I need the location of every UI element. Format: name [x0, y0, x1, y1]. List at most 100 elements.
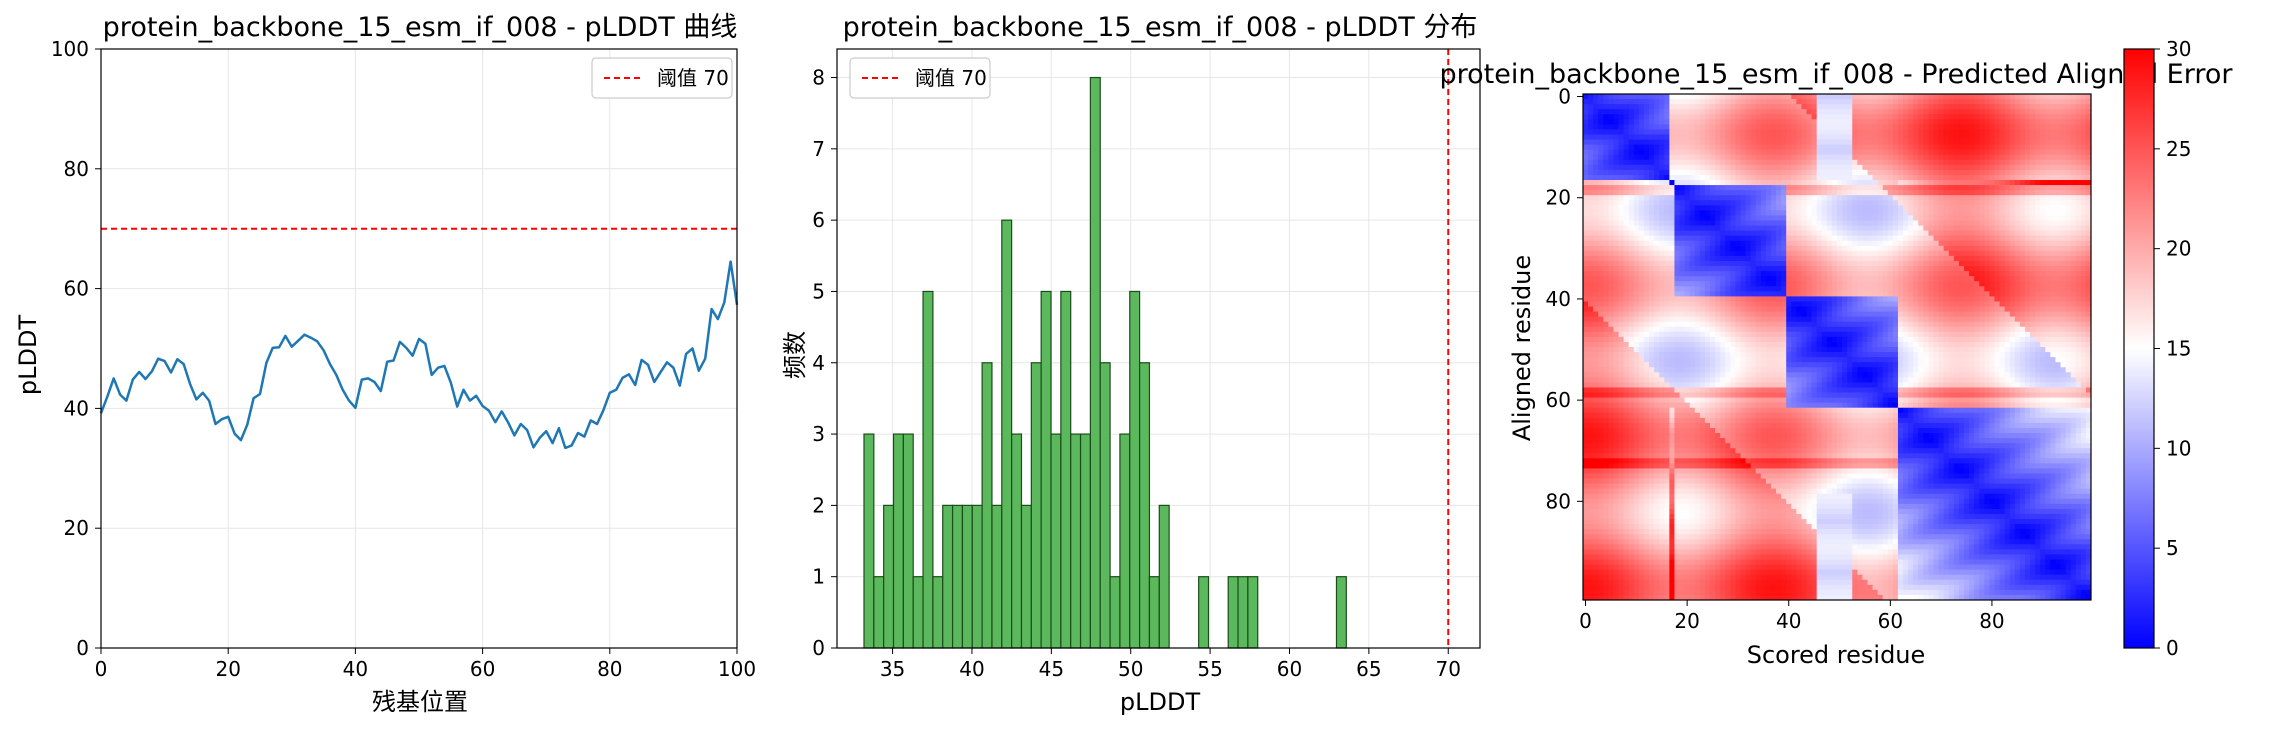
heatmap-cell	[1994, 311, 2000, 318]
heatmap-cell	[1857, 266, 1863, 272]
heatmap-cell	[1765, 205, 1772, 211]
heatmap-cell	[1786, 286, 1792, 292]
heatmap-cell	[1659, 200, 1665, 206]
heatmap-cell	[1938, 260, 1945, 267]
heatmap-cell	[1928, 235, 1934, 242]
heatmap-cell	[1679, 94, 1685, 100]
heatmap-cell	[2035, 255, 2041, 262]
heatmap-cell	[1989, 190, 1995, 196]
heatmap-cell	[1725, 321, 1731, 328]
heatmap-cell	[1847, 316, 1853, 323]
heatmap-cell	[1638, 164, 1645, 171]
heatmap-cell	[1897, 185, 1904, 191]
heatmap-cell	[1725, 215, 1731, 221]
heatmap-cell	[2065, 114, 2072, 120]
heatmap-cell	[1583, 99, 1589, 105]
heatmap-cell	[1862, 230, 1868, 237]
heatmap-cell	[1689, 331, 1696, 338]
heatmap-cell	[2024, 306, 2031, 312]
heatmap-cell	[1750, 159, 1757, 166]
heatmap-cell	[1908, 301, 1914, 307]
heatmap-cell	[1857, 144, 1863, 151]
heatmap-cell	[1913, 190, 1919, 196]
heatmap-cell	[1643, 281, 1650, 287]
histogram-axes-box	[836, 48, 1481, 649]
heatmap-cell	[1913, 104, 1919, 110]
heatmap-cell	[1908, 94, 1914, 100]
heatmap-cell	[2035, 134, 2041, 140]
heatmap-cell	[2060, 144, 2066, 151]
heatmap-cell	[1659, 174, 1665, 181]
heatmap-cell	[1781, 104, 1787, 110]
heatmap-cell	[1953, 129, 1960, 135]
heatmap-cell	[1806, 220, 1812, 226]
heatmap-cell	[1649, 230, 1655, 237]
heatmap-cell	[1903, 109, 1909, 115]
heatmap-cell	[1964, 94, 1970, 100]
heatmap-cell	[1837, 276, 1843, 282]
heatmap-cell	[1710, 240, 1716, 247]
heatmap-cell	[1923, 230, 1929, 237]
heatmap-cell	[1862, 114, 1868, 120]
heatmap-cell	[1765, 185, 1772, 191]
heatmap-cell	[1674, 281, 1680, 287]
heatmap-cell	[1882, 240, 1889, 247]
heatmap-cell	[1979, 225, 1985, 232]
heatmap-cell	[1969, 235, 1975, 242]
heatmap-cell	[1745, 220, 1752, 226]
heatmap-cell	[2030, 306, 2036, 312]
heatmap-cell	[1847, 210, 1853, 216]
heatmap-cell	[2050, 245, 2056, 252]
heatmap-cell	[1613, 195, 1619, 201]
heatmap-cell	[1593, 245, 1599, 252]
heatmap-cell	[1755, 245, 1762, 252]
heatmap-cell	[1623, 306, 1630, 312]
heatmap-cell	[1618, 331, 1625, 338]
heatmap-cell	[1826, 250, 1833, 257]
heatmap-cell	[1933, 276, 1939, 282]
heatmap-cell	[1953, 286, 1960, 292]
heatmap-cell	[1669, 124, 1675, 130]
heatmap-cell	[1953, 134, 1960, 140]
heatmap-cell	[1892, 174, 1899, 181]
heatmap-cell	[1892, 220, 1899, 226]
heatmap-cell	[1908, 144, 1914, 151]
heatmap-cell	[1872, 190, 1879, 196]
heatmap-cell	[1862, 144, 1868, 151]
heatmap-cell	[1903, 250, 1909, 257]
heatmap-cell	[1852, 99, 1858, 105]
heatmap-cell	[1969, 291, 1975, 297]
heatmap-cell	[1643, 235, 1650, 242]
heatmap-cell	[1628, 235, 1635, 242]
heatmap-cell	[1872, 286, 1879, 292]
heatmap-cell	[2060, 205, 2066, 211]
heatmap-cell	[1649, 220, 1655, 226]
heatmap-cell	[1725, 114, 1731, 120]
heatmap-cell	[1654, 94, 1660, 100]
heatmap-cell	[1887, 220, 1894, 226]
heatmap-cell	[1618, 109, 1625, 115]
heatmap-cell	[1918, 134, 1924, 140]
heatmap-cell	[1837, 180, 1843, 186]
heatmap-cell	[1725, 271, 1731, 277]
heatmap-cell	[1994, 276, 2000, 282]
heatmap-cell	[1999, 326, 2006, 333]
heatmap-cell	[1664, 159, 1670, 166]
heatmap-cell	[1948, 124, 1955, 130]
heatmap-cell	[2004, 119, 2011, 125]
heatmap-cell	[1720, 124, 1726, 130]
heatmap-cell	[1603, 306, 1609, 312]
heatmap-cell	[1623, 235, 1630, 242]
heatmap-cell	[1598, 185, 1604, 191]
heatmap-cell	[1664, 129, 1670, 135]
heatmap-cell	[2014, 94, 2021, 100]
heatmap-cell	[1801, 260, 1807, 267]
histogram-ytick-label: 2	[812, 493, 825, 517]
heatmap-cell	[1710, 316, 1716, 323]
heatmap-cell	[1857, 235, 1863, 242]
heatmap-cell	[1770, 326, 1777, 333]
heatmap-cell	[1979, 286, 1985, 292]
heatmap-cell	[1831, 326, 1838, 333]
heatmap-cell	[1633, 210, 1640, 216]
